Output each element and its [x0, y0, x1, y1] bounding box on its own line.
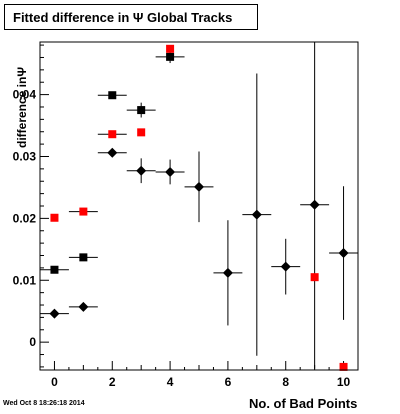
data-point-square	[310, 273, 319, 282]
data-point-square	[137, 128, 146, 137]
data-point-square	[79, 207, 88, 216]
y-tick-label: 0.02	[13, 211, 37, 225]
y-tick-label: 0.04	[13, 88, 37, 102]
data-point-diamond	[280, 261, 291, 272]
plot-border	[39, 41, 359, 371]
data-point-square	[166, 52, 175, 61]
data-point-diamond	[107, 147, 118, 158]
y-axis-label: difference inΨ	[15, 66, 29, 148]
data-point-square	[166, 44, 175, 53]
chart-title: Fitted difference in Ψ Global Tracks	[13, 10, 233, 25]
data-point-diamond	[251, 209, 262, 220]
y-tick-label: 0.01	[13, 273, 37, 287]
data-point-diamond	[309, 199, 320, 210]
data-point-square	[50, 265, 59, 274]
data-point-square	[137, 106, 146, 115]
data-point-diamond	[165, 166, 176, 177]
x-tick-label: 4	[167, 375, 174, 389]
data-point-square	[108, 91, 117, 100]
data-point-diamond	[194, 181, 204, 192]
data-point-diamond	[222, 267, 233, 278]
data-point-diamond	[136, 165, 147, 176]
data-point-square	[339, 362, 348, 371]
data-point-square	[108, 130, 117, 139]
x-tick-label: 6	[225, 375, 232, 389]
data-point-square	[79, 253, 88, 262]
x-tick-label: 0	[51, 375, 58, 389]
data-point-diamond	[338, 248, 349, 259]
y-tick-label: 0.03	[13, 149, 37, 163]
x-tick-label: 8	[282, 375, 289, 389]
title-box: Fitted difference in Ψ Global Tracks	[4, 4, 258, 30]
y-tick-label: 0	[29, 335, 36, 349]
data-point-diamond	[49, 308, 60, 319]
data-point-diamond	[78, 301, 89, 312]
x-tick-label: 10	[337, 375, 351, 389]
timestamp: Wed Oct 8 18:26:18 2014	[3, 400, 85, 407]
x-tick-label: 2	[109, 375, 116, 389]
x-axis-label: No. of Bad Points	[249, 396, 358, 411]
data-point-square	[50, 213, 59, 222]
